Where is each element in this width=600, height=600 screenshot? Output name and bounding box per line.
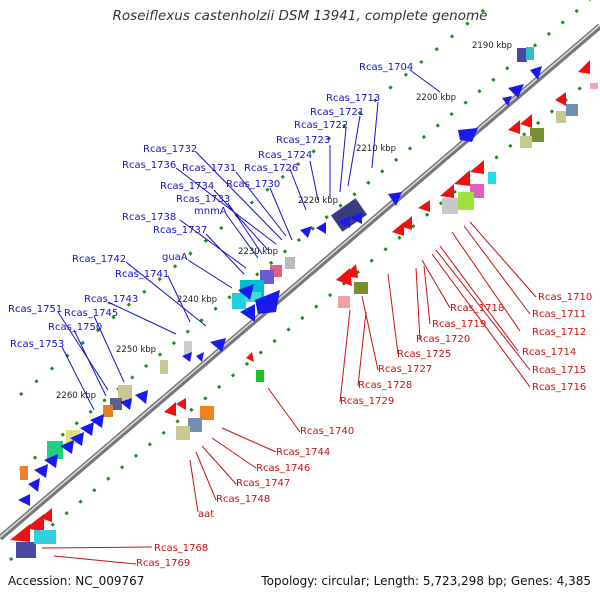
gene-label: Rcas_1768 (154, 543, 208, 554)
gene-label: Rcas_1744 (276, 447, 330, 458)
gene-label: Rcas_1725 (397, 349, 451, 360)
gene-label: Rcas_1732 (143, 144, 197, 155)
feature-boxes-reverse (16, 83, 598, 558)
gene-label: Rcas_1733 (176, 194, 230, 205)
gene-label: Rcas_1722 (294, 120, 348, 131)
feature-boxes-forward (20, 47, 534, 480)
gene-label: Rcas_1729 (340, 396, 394, 407)
gene-label: Rcas_1753 (10, 339, 64, 350)
gene-label: Rcas_1750 (48, 322, 102, 333)
gene-label: Rcas_1719 (432, 319, 486, 330)
dot-rail (19, 0, 499, 397)
genome-summary-text: Topology: circular; Length: 5,723,298 bp… (261, 574, 591, 588)
kbp-label: 2190 kbp (472, 41, 512, 51)
gene-label: Rcas_1741 (115, 269, 169, 280)
reverse-genes (10, 60, 590, 542)
gene-label: mnmA (194, 206, 227, 217)
gene-label: Rcas_1747 (236, 478, 290, 489)
accession-text: Accession: NC_009767 (8, 574, 145, 588)
gene-label: Rcas_1727 (378, 364, 432, 375)
gene-label: Rcas_1748 (216, 494, 270, 505)
genome-backbone-highlight (0, 24, 600, 538)
gene-label: Rcas_1714 (522, 347, 576, 358)
kbp-label: 2250 kbp (116, 345, 156, 355)
gene-label: Rcas_1720 (416, 334, 470, 345)
gene-label: Rcas_1721 (310, 107, 364, 118)
gene-label: Rcas_1712 (532, 327, 586, 338)
gene-label: Rcas_1730 (226, 179, 280, 190)
gene-label: Rcas_1713 (326, 93, 380, 104)
gene-label: aat (198, 509, 214, 520)
gene-label: Rcas_1740 (300, 426, 354, 437)
gene-label: guaA (162, 252, 188, 263)
gene-label: Rcas_1745 (64, 308, 118, 319)
gene-label: Rcas_1710 (538, 292, 592, 303)
genome-backbone (0, 23, 600, 541)
gene-label: Rcas_1724 (258, 150, 312, 161)
gene-label: Rcas_1751 (8, 304, 62, 315)
kbp-label: 2230 kbp (238, 247, 278, 257)
kbp-label: 2210 kbp (356, 144, 396, 154)
gene-label: Rcas_1704 (359, 62, 413, 73)
kbp-label: 2240 kbp (177, 295, 217, 305)
gene-label: Rcas_1734 (160, 181, 214, 192)
map-title: Roseiflexus castenholzii DSM 13941, comp… (112, 8, 488, 24)
gene-label: Rcas_1718 (450, 303, 504, 314)
gene-label: Rcas_1731 (182, 163, 236, 174)
forward-genes (18, 66, 542, 506)
gene-label: Rcas_1716 (532, 382, 586, 393)
blue-connectors (57, 69, 441, 411)
gene-label: Rcas_1715 (532, 365, 586, 376)
gene-label: Rcas_1746 (256, 463, 310, 474)
red-connectors (41, 221, 537, 565)
gene-label: Rcas_1769 (136, 558, 190, 569)
gene-label: Rcas_1728 (358, 380, 412, 391)
gene-label: Rcas_1736 (122, 160, 176, 171)
gene-label: Rcas_1723 (276, 135, 330, 146)
kbp-label: 2260 kbp (56, 391, 96, 401)
gene-label: Rcas_1726 (244, 163, 298, 174)
kbp-label: 2220 kbp (298, 196, 338, 206)
gene-label: Rcas_1738 (122, 212, 176, 223)
gene-label: Rcas_1742 (72, 254, 126, 265)
gene-label: Rcas_1737 (153, 225, 207, 236)
gene-label: Rcas_1711 (532, 309, 586, 320)
gene-label: Rcas_1743 (84, 294, 138, 305)
kbp-label: 2200 kbp (416, 93, 456, 103)
